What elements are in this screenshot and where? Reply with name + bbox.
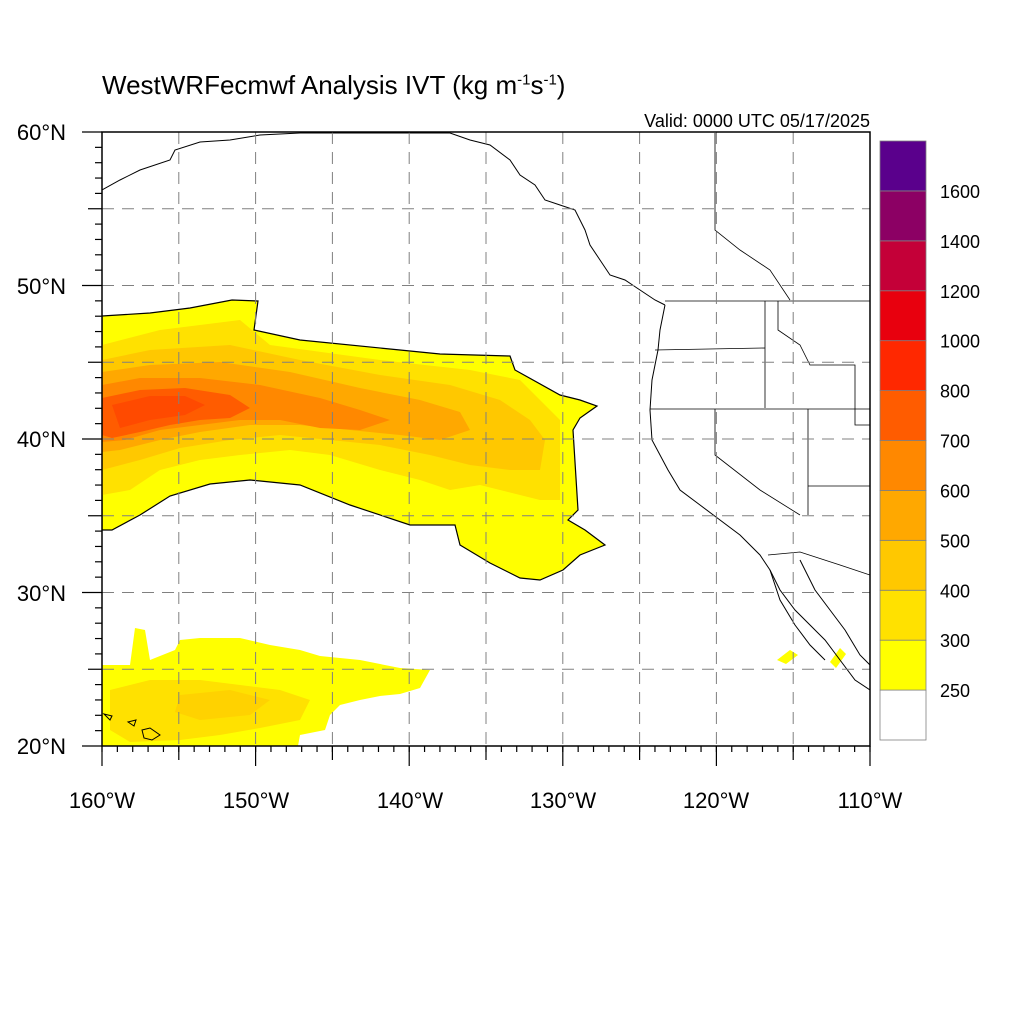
- map-title: WestWRFecmwf Analysis IVT (kg m-1s-1): [102, 70, 566, 100]
- border-us-mexico: [767, 551, 870, 576]
- colorbar-swatch: [879, 390, 927, 441]
- coastlines: [102, 132, 870, 741]
- colorbar-swatch: [879, 190, 927, 242]
- lon-label-110w: 110°W: [838, 788, 903, 813]
- ivt-field: [102, 299, 846, 746]
- colorbar-swatch: [879, 589, 927, 641]
- longitude-labels: 160°W 150°W 140°W 130°W 120°W 110°W: [69, 788, 903, 813]
- colorbar-label: 1400: [940, 232, 980, 252]
- border-canada-bc: [714, 133, 791, 301]
- colorbar-label: 300: [940, 631, 970, 651]
- colorbar-swatch: [879, 490, 927, 541]
- colorbar-swatch: [879, 539, 927, 591]
- latitude-labels: 20°N 30°N 40°N 50°N 60°N: [17, 120, 66, 759]
- ivt-contour-800: [112, 396, 205, 428]
- map-ticks: [82, 131, 871, 766]
- border-mt: [777, 301, 870, 426]
- coast-alaska: [102, 132, 666, 306]
- lon-label-130w: 130°W: [530, 788, 597, 813]
- lat-label-30n: 30°N: [17, 581, 66, 606]
- ivt-contour-700: [102, 388, 250, 438]
- colorbar-swatch: [879, 689, 927, 741]
- colorbar-swatch: [879, 340, 927, 391]
- coast-gulf: [799, 559, 870, 666]
- colorbar-label: 1200: [940, 282, 980, 302]
- colorbar-swatch: [879, 290, 927, 342]
- lon-label-120w: 120°W: [683, 788, 750, 813]
- colorbar-label: 600: [940, 481, 970, 501]
- colorbar-label: 1600: [940, 182, 980, 202]
- state-borders: [650, 133, 870, 576]
- colorbar-swatch: [879, 440, 927, 491]
- valid-time-label: Valid: 0000 UTC 05/17/2025: [644, 111, 870, 131]
- ivt-subtropical-400: [175, 690, 270, 720]
- lat-label-60n: 60°N: [17, 120, 66, 145]
- coast-westus: [649, 304, 870, 691]
- colorbar-label: 250: [940, 681, 970, 701]
- ivt-patch-baja: [777, 650, 798, 664]
- colorbar-label: 700: [940, 432, 970, 452]
- colorbar-swatch: [879, 140, 927, 192]
- lat-label-20n: 20°N: [17, 734, 66, 759]
- lon-label-160w: 160°W: [69, 788, 136, 813]
- lon-label-140w: 140°W: [377, 788, 444, 813]
- colorbar-swatch: [879, 240, 927, 292]
- border-wa-or: [654, 347, 766, 351]
- colorbar: 250 300 400 500 600 700 800 1000 1200 1400 1600: [879, 140, 980, 741]
- colorbar-swatch: [879, 639, 927, 691]
- colorbar-label: 800: [940, 382, 970, 402]
- border-ca-nv: [714, 409, 801, 516]
- coast-hawaii: [102, 713, 161, 741]
- colorbar-label: 1000: [940, 332, 980, 352]
- colorbar-label: 400: [940, 581, 970, 601]
- coast-baja: [769, 569, 826, 661]
- lon-label-150w: 150°W: [223, 788, 290, 813]
- lat-label-50n: 50°N: [17, 274, 66, 299]
- map-gridlines: [102, 132, 870, 746]
- colorbar-label: 500: [940, 531, 970, 551]
- lat-label-40n: 40°N: [17, 427, 66, 452]
